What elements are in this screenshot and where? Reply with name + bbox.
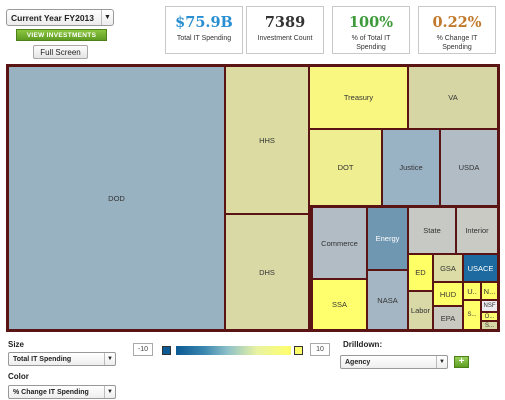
treemap-tile-dod[interactable]: DOD bbox=[8, 66, 225, 330]
treemap-tile-o[interactable]: O... bbox=[481, 312, 498, 321]
treemap-tile-s1[interactable]: S... bbox=[463, 300, 481, 330]
treemap-tile-va[interactable]: VA bbox=[408, 66, 498, 129]
treemap-tile-ed[interactable]: ED bbox=[408, 254, 433, 291]
stat-percent-total: 100% % of Total IT Spending bbox=[332, 6, 410, 54]
size-label: Size bbox=[8, 340, 25, 349]
stat-label: Total IT Spending bbox=[176, 35, 232, 42]
treemap-tile-interior[interactable]: Interior bbox=[456, 207, 498, 254]
treemap-tile-nasa[interactable]: NASA bbox=[367, 270, 408, 330]
drilldown-select-value: Agency bbox=[345, 358, 371, 366]
drilldown-select[interactable]: Agency ▼ bbox=[340, 355, 448, 369]
color-label: Color bbox=[8, 372, 29, 381]
treemap-tile-usda[interactable]: USDA bbox=[440, 129, 498, 206]
treemap-tile-energy[interactable]: Energy bbox=[367, 207, 408, 270]
color-scale-gradient bbox=[176, 346, 291, 355]
treemap-tile-gsa[interactable]: GSA bbox=[433, 254, 463, 282]
year-select[interactable]: Current Year FY2013 ▼ bbox=[6, 9, 114, 26]
treemap-tile-u[interactable]: U.. bbox=[463, 282, 481, 300]
treemap-tile-n[interactable]: N... bbox=[481, 282, 498, 300]
plus-icon: + bbox=[458, 356, 465, 367]
treemap-tile-state[interactable]: State bbox=[408, 207, 456, 254]
chevron-down-icon: ▼ bbox=[436, 356, 447, 368]
full-screen-button[interactable]: Full Screen bbox=[33, 45, 88, 59]
treemap-tile-commerce[interactable]: Commerce bbox=[312, 207, 367, 279]
add-drilldown-button[interactable]: + bbox=[454, 356, 469, 368]
treemap-tile-hud[interactable]: HUD bbox=[433, 282, 463, 306]
size-select[interactable]: Total IT Spending ▼ bbox=[8, 352, 116, 366]
stat-label: Investment Count bbox=[257, 35, 313, 42]
legend-min-swatch bbox=[162, 346, 171, 355]
legend-min-value: -10 bbox=[133, 343, 153, 356]
drilldown-label: Drilldown: bbox=[343, 340, 383, 349]
legend-max-swatch bbox=[294, 346, 303, 355]
treemap-tile-epa[interactable]: EPA bbox=[433, 306, 463, 330]
view-investments-button[interactable]: VIEW INVESTMENTS bbox=[16, 29, 107, 41]
stat-total-it-spending: $75.9B Total IT Spending bbox=[165, 6, 243, 54]
chevron-down-icon: ▼ bbox=[104, 386, 115, 398]
legend-max-value: 10 bbox=[310, 343, 330, 356]
treemap-tile-dot[interactable]: DOT bbox=[309, 129, 382, 206]
treemap-tile-treasury[interactable]: Treasury bbox=[309, 66, 408, 129]
color-select[interactable]: % Change IT Spending ▼ bbox=[8, 385, 116, 399]
treemap-tile-s2[interactable]: S... bbox=[481, 321, 498, 330]
treemap: DOD HHS DHS Treasury VA DOT Justice USDA… bbox=[6, 64, 500, 332]
stat-value: 7389 bbox=[264, 14, 306, 31]
chevron-down-icon: ▼ bbox=[104, 353, 115, 365]
treemap-tile-nsf[interactable]: NSF bbox=[481, 300, 498, 312]
stat-value: $75.9B bbox=[175, 14, 233, 31]
color-select-value: % Change IT Spending bbox=[13, 388, 89, 396]
stat-label: % of Total IT Spending bbox=[351, 35, 391, 51]
stat-percent-change: 0.22% % Change IT Spending bbox=[418, 6, 496, 54]
chevron-down-icon: ▼ bbox=[101, 10, 113, 25]
treemap-tile-labor[interactable]: Labor bbox=[408, 291, 433, 330]
treemap-tile-ssa[interactable]: SSA bbox=[312, 279, 367, 330]
treemap-tile-usace[interactable]: USACE bbox=[463, 254, 498, 282]
stat-value: 100% bbox=[348, 14, 394, 31]
treemap-tile-hhs[interactable]: HHS bbox=[225, 66, 309, 214]
year-select-label: Current Year FY2013 bbox=[11, 12, 94, 23]
treemap-tile-justice[interactable]: Justice bbox=[382, 129, 440, 206]
stat-value: 0.22% bbox=[432, 14, 482, 31]
stat-label: % Change IT Spending bbox=[436, 35, 478, 51]
size-select-value: Total IT Spending bbox=[13, 355, 72, 363]
treemap-tile-dhs[interactable]: DHS bbox=[225, 214, 309, 330]
stat-investment-count: 7389 Investment Count bbox=[246, 6, 324, 54]
